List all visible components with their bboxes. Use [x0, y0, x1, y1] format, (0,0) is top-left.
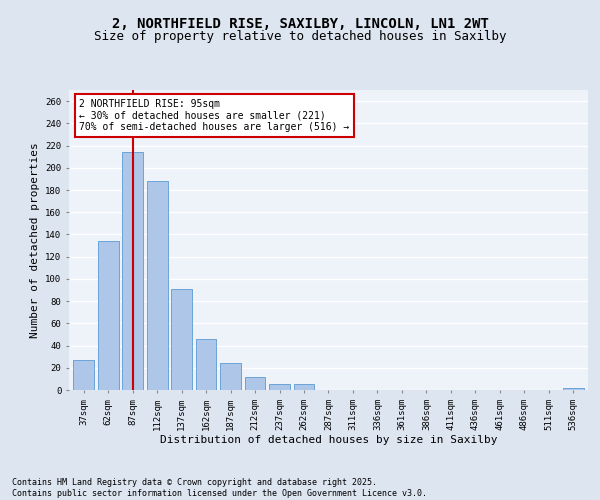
Y-axis label: Number of detached properties: Number of detached properties — [29, 142, 40, 338]
Bar — [98, 241, 119, 390]
Bar — [245, 376, 265, 390]
Bar — [122, 152, 143, 390]
Text: Contains HM Land Registry data © Crown copyright and database right 2025.
Contai: Contains HM Land Registry data © Crown c… — [12, 478, 427, 498]
Bar — [171, 289, 192, 390]
Bar — [147, 181, 167, 390]
Bar — [293, 384, 314, 390]
Bar — [269, 384, 290, 390]
Bar — [220, 364, 241, 390]
X-axis label: Distribution of detached houses by size in Saxilby: Distribution of detached houses by size … — [160, 436, 497, 446]
Bar — [563, 388, 584, 390]
Text: 2, NORTHFIELD RISE, SAXILBY, LINCOLN, LN1 2WT: 2, NORTHFIELD RISE, SAXILBY, LINCOLN, LN… — [112, 18, 488, 32]
Text: 2 NORTHFIELD RISE: 95sqm
← 30% of detached houses are smaller (221)
70% of semi-: 2 NORTHFIELD RISE: 95sqm ← 30% of detach… — [79, 99, 350, 132]
Bar — [196, 339, 217, 390]
Bar — [73, 360, 94, 390]
Text: Size of property relative to detached houses in Saxilby: Size of property relative to detached ho… — [94, 30, 506, 43]
